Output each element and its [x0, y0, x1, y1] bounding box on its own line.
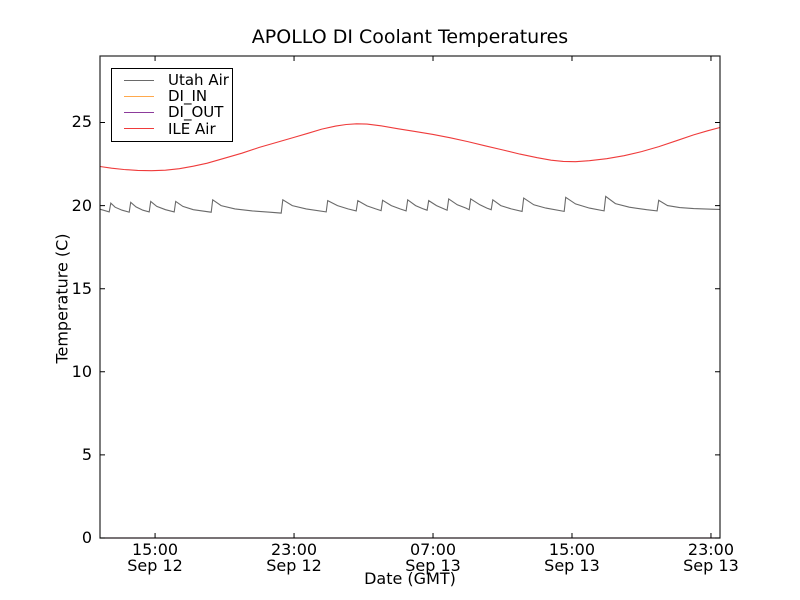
x-axis-label: Date (GMT) [364, 569, 456, 588]
series-line-ile-air [99, 123, 721, 172]
y-tick-label: 0 [81, 528, 92, 547]
x-tick-label: 15:00 Sep 12 [110, 542, 200, 573]
axis-ticks [100, 56, 720, 539]
chart-title: APOLLO DI Coolant Temperatures [251, 26, 569, 48]
x-tick-label: 23:00 Sep 12 [249, 542, 339, 573]
x-tick-time: 15:00 [548, 540, 596, 559]
x-tick-label: 07:00 Sep 13 [388, 542, 478, 573]
legend: Utah Air DI_IN DI_OUT ILE Air [111, 68, 233, 142]
axes-frame [99, 55, 721, 539]
legend-line-swatch [124, 95, 154, 97]
legend-item: DI_IN [112, 87, 232, 106]
legend-item: Utah Air [112, 71, 232, 90]
y-tick-label: 15 [71, 278, 92, 298]
legend-line-swatch [124, 128, 154, 130]
x-tick-time: 15:00 [132, 540, 179, 559]
x-tick-label: 15:00 Sep 13 [527, 542, 617, 573]
x-tick-label: 23:00 Sep 13 [666, 542, 756, 573]
legend-label: DI_OUT [168, 103, 224, 122]
y-axis-label: Temperature (C) [52, 233, 72, 364]
legend-label: ILE Air [168, 119, 216, 138]
legend-label: DI_IN [168, 87, 208, 106]
x-tick-time: 23:00 [687, 540, 734, 559]
legend-line-swatch [124, 111, 154, 113]
legend-line-swatch [124, 79, 154, 81]
x-tick-date: Sep 12 [127, 555, 183, 575]
legend-label: Utah Air [168, 71, 229, 90]
y-tick-label: 25 [71, 112, 92, 132]
y-tick-label: 20 [71, 195, 92, 215]
y-tick-label: 10 [71, 361, 92, 381]
x-tick-time: 23:00 [270, 540, 318, 559]
x-tick-date: Sep 13 [544, 555, 600, 575]
x-tick-date: Sep 12 [266, 555, 322, 575]
x-tick-date: Sep 13 [683, 555, 739, 575]
y-tick-label: 5 [81, 444, 92, 464]
legend-item: ILE Air [112, 119, 232, 138]
legend-item: DI_OUT [112, 103, 232, 122]
x-tick-date: Sep 13 [405, 555, 461, 575]
x-tick-time: 07:00 [409, 540, 457, 559]
series-line-utah-air [99, 195, 721, 214]
